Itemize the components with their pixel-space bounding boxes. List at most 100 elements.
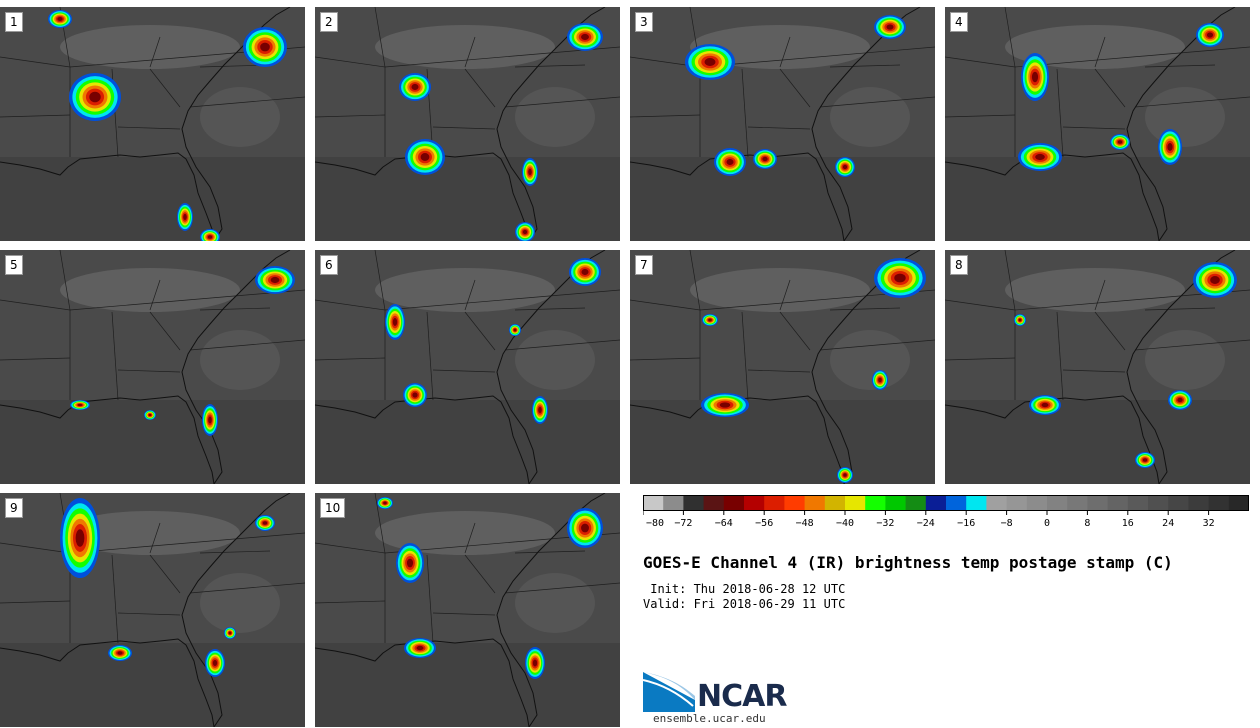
- state-border: [1056, 68, 1064, 158]
- state-border: [0, 542, 71, 554]
- colorbar-swatch: [703, 495, 725, 511]
- panel-5: 5: [0, 250, 305, 484]
- state-border: [514, 64, 586, 68]
- panel-3: 3: [630, 7, 935, 241]
- figure-title: GOES-E Channel 4 (IR) brightness temp po…: [643, 553, 1173, 572]
- storm-cell: [411, 83, 419, 91]
- state-border: [1062, 369, 1126, 373]
- storm-cell: [420, 153, 430, 161]
- state-border: [0, 56, 71, 68]
- state-border: [779, 68, 811, 108]
- panel-label: 3: [635, 12, 653, 32]
- state-border: [1056, 311, 1064, 401]
- storm-cell: [1018, 318, 1022, 322]
- state-border: [149, 311, 181, 351]
- colorbar-swatch: [1006, 495, 1028, 511]
- panel-label: 6: [320, 255, 338, 275]
- state-border: [1134, 339, 1250, 351]
- cloud-shade: [60, 268, 240, 312]
- map-10: [315, 493, 620, 727]
- colorbar-swatch: [1127, 495, 1149, 511]
- panel-1: 1: [0, 7, 305, 241]
- storm-cell: [878, 377, 882, 383]
- coastline: [0, 493, 291, 727]
- colorbar-swatch: [1107, 495, 1129, 511]
- state-border: [315, 56, 386, 68]
- state-border: [199, 550, 271, 554]
- valid-time: Valid: Fri 2018-06-29 11 UTC: [643, 597, 846, 611]
- map-5: [0, 250, 305, 484]
- colorbar-swatch: [986, 495, 1008, 511]
- storm-cell: [89, 91, 101, 103]
- state-border: [630, 299, 701, 311]
- cloud-shade: [375, 25, 555, 69]
- colorbar-swatch: [643, 495, 664, 511]
- state-border: [741, 311, 749, 401]
- storm-cell: [262, 521, 268, 525]
- storm-cell: [581, 523, 589, 533]
- state-border: [149, 68, 181, 108]
- state-border: [504, 582, 620, 594]
- cloud-shade: [515, 87, 595, 147]
- storm-cell: [270, 276, 280, 284]
- colorbar-tick-label: −24: [917, 518, 935, 529]
- cloud-shade: [690, 268, 870, 312]
- state-border: [747, 126, 811, 130]
- colorbar-swatch: [966, 495, 987, 511]
- ocean-shade: [0, 157, 305, 241]
- state-border: [69, 289, 305, 311]
- state-border: [779, 36, 791, 68]
- panel-10: 10: [315, 493, 620, 727]
- colorbar-tick-label: 32: [1203, 518, 1215, 529]
- colorbar-swatch: [845, 495, 866, 511]
- colorbar-tick-label: −56: [755, 518, 773, 529]
- state-border: [630, 357, 701, 361]
- state-border: [829, 307, 901, 311]
- ocean-shade: [315, 400, 620, 484]
- state-border: [779, 311, 811, 351]
- storm-cell: [704, 58, 716, 66]
- state-border: [699, 46, 935, 68]
- colorbar-tick-label: −16: [957, 518, 975, 529]
- state-border: [689, 250, 701, 311]
- ocean-shade: [945, 157, 1250, 241]
- storm-cell: [762, 156, 768, 162]
- state-border: [464, 68, 496, 108]
- storm-cell: [1177, 397, 1183, 403]
- state-border: [741, 68, 749, 158]
- state-border: [315, 542, 386, 554]
- map-1: [0, 7, 305, 241]
- storm-cell: [842, 164, 848, 170]
- colorbar-tick-label: −64: [715, 518, 733, 529]
- state-border: [117, 369, 181, 373]
- map-6: [315, 250, 620, 484]
- cloud-shade: [830, 87, 910, 147]
- colorbar-swatch: [804, 495, 826, 511]
- state-border: [1094, 279, 1106, 311]
- storm-cell: [532, 659, 538, 667]
- state-border: [384, 289, 620, 311]
- cloud-shade: [200, 87, 280, 147]
- state-border: [464, 554, 496, 594]
- state-border: [59, 250, 71, 311]
- state-border: [117, 612, 181, 616]
- cloud-shade: [830, 330, 910, 390]
- storm-cell: [1142, 458, 1148, 462]
- colorbar-tick-label: −48: [796, 518, 814, 529]
- map-8: [945, 250, 1250, 484]
- storm-cell: [148, 413, 152, 417]
- ocean-shade: [945, 400, 1250, 484]
- state-border: [1144, 307, 1216, 311]
- state-border: [779, 279, 791, 311]
- panel-9: 9: [0, 493, 305, 727]
- panel-label: 4: [950, 12, 968, 32]
- storm-cell: [77, 403, 83, 407]
- state-border: [945, 56, 1016, 68]
- cloud-shade: [375, 268, 555, 312]
- panel-8: 8: [945, 250, 1250, 484]
- state-border: [464, 36, 476, 68]
- colorbar-swatch: [885, 495, 907, 511]
- map-4: [945, 7, 1250, 241]
- state-border: [1094, 36, 1106, 68]
- colorbar-swatch: [1188, 495, 1210, 511]
